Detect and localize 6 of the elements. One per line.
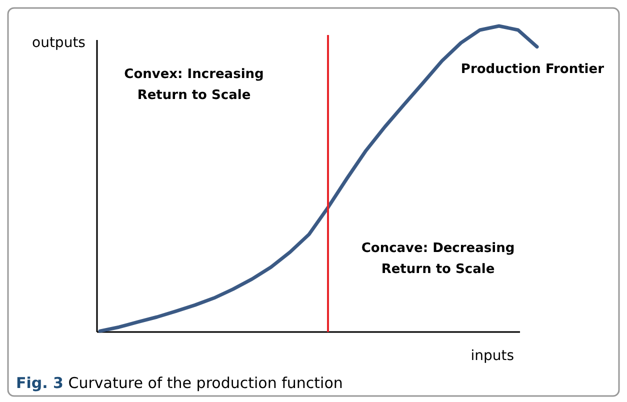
annotation: Convex: Increasing Return to Scale xyxy=(124,67,264,103)
y-axis-title: outputs xyxy=(32,35,86,51)
annotation: Concave: Decreasing Return to Scale xyxy=(361,241,515,277)
series-label: Production Frontier xyxy=(460,62,605,77)
caption: Fig. 3 Curvature of the production function xyxy=(16,374,343,392)
x-axis-title: inputs xyxy=(470,348,514,364)
